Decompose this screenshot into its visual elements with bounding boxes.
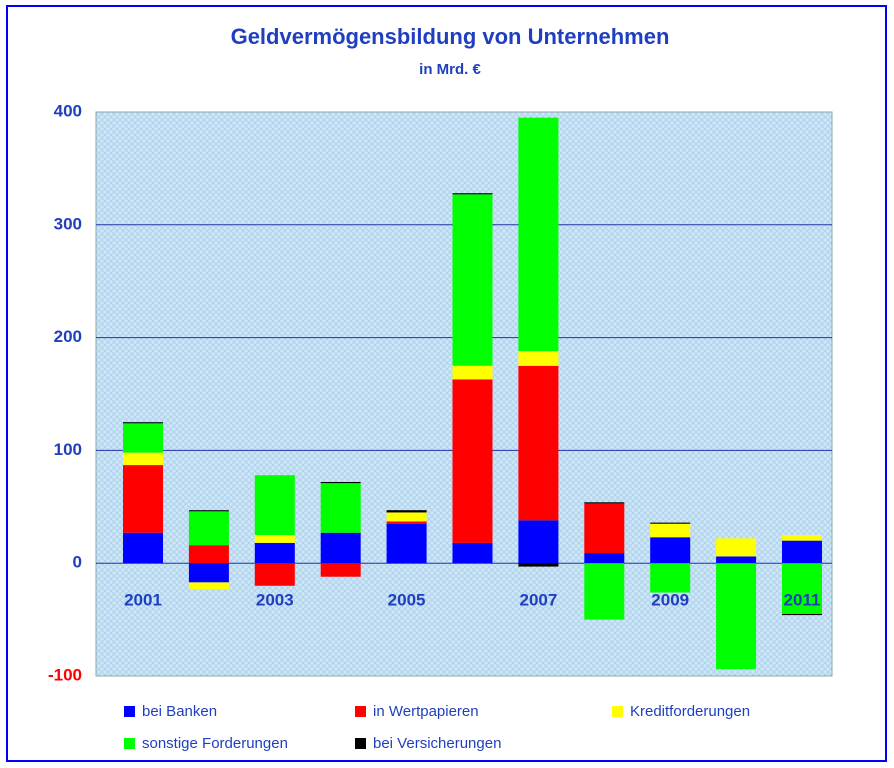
- bar-segment: [650, 523, 691, 538]
- legend-label: in Wertpapieren: [373, 703, 479, 720]
- bar-segment: [188, 510, 229, 512]
- bar-segment: [452, 194, 493, 366]
- bar-segment: [188, 582, 229, 590]
- bar-segment: [386, 523, 427, 564]
- bar-segment: [123, 532, 163, 564]
- bar-segment: [123, 452, 163, 466]
- bar-segment: [782, 535, 822, 541]
- bar-segment: [518, 365, 559, 521]
- legend-label: bei Versicherungen: [373, 735, 501, 752]
- bar-segment: [254, 563, 295, 586]
- y-tick-label: -100: [48, 665, 82, 684]
- bar-segment: [320, 483, 361, 533]
- bar-segment: [320, 481, 361, 484]
- bar-segment: [123, 422, 163, 424]
- bar-segment: [386, 521, 427, 524]
- y-tick-label: 100: [54, 440, 82, 459]
- y-tick-label: 400: [54, 101, 82, 120]
- legend-label: sonstige Forderungen: [142, 735, 288, 752]
- legend-label: bei Banken: [142, 703, 217, 720]
- bar-segment: [782, 540, 822, 564]
- y-tick-label: 0: [73, 553, 82, 572]
- bar-segment: [716, 563, 757, 670]
- bar-segment: [518, 117, 559, 352]
- bar-segment: [123, 423, 163, 453]
- bar-segment: [716, 556, 757, 564]
- bar-segment: [650, 522, 691, 524]
- bar-segment: [254, 475, 295, 535]
- legend-swatch: [124, 738, 135, 749]
- bar-segment: [584, 503, 625, 554]
- bar-segment: [452, 379, 493, 543]
- bar-segment: [254, 542, 295, 564]
- bar-segment: [188, 545, 229, 564]
- bar-segment: [650, 563, 691, 593]
- x-tick-label: 2003: [256, 590, 294, 609]
- bar-segment: [650, 537, 691, 564]
- x-tick-label: 2011: [784, 590, 821, 609]
- bar-segment: [386, 512, 427, 522]
- bar-segment: [254, 535, 295, 543]
- bar-segment: [452, 193, 493, 195]
- chart-subtitle: in Mrd. €: [419, 61, 481, 78]
- legend-swatch: [612, 706, 623, 717]
- legend-swatch: [355, 706, 366, 717]
- bar-segment: [518, 563, 559, 567]
- bar-segment: [452, 365, 493, 380]
- bar-segment: [452, 542, 493, 564]
- legend-swatch: [355, 738, 366, 749]
- bar-segment: [782, 613, 822, 616]
- bar-segment: [386, 510, 427, 513]
- x-tick-label: 2009: [651, 590, 689, 609]
- y-tick-label: 200: [54, 327, 82, 346]
- legend-swatch: [124, 706, 135, 717]
- bar-segment: [584, 553, 625, 564]
- bar-segment: [716, 538, 757, 557]
- bar-segment: [518, 351, 559, 366]
- bar-segment: [518, 520, 559, 564]
- x-tick-label: 2007: [519, 590, 557, 609]
- bar-segment: [188, 511, 229, 546]
- x-tick-label: 2001: [124, 590, 162, 609]
- bar-segment: [188, 563, 229, 583]
- y-tick-label: 300: [54, 214, 82, 233]
- chart-title: Geldvermögensbildung von Unternehmen: [231, 24, 670, 49]
- bar-segment: [320, 563, 361, 577]
- legend-label: Kreditforderungen: [630, 703, 750, 720]
- x-tick-label: 2005: [388, 590, 426, 609]
- bar-segment: [584, 502, 625, 504]
- bar-segment: [123, 465, 163, 533]
- bar-segment: [320, 532, 361, 564]
- bar-segment: [584, 563, 625, 620]
- bar-segment: [782, 563, 822, 614]
